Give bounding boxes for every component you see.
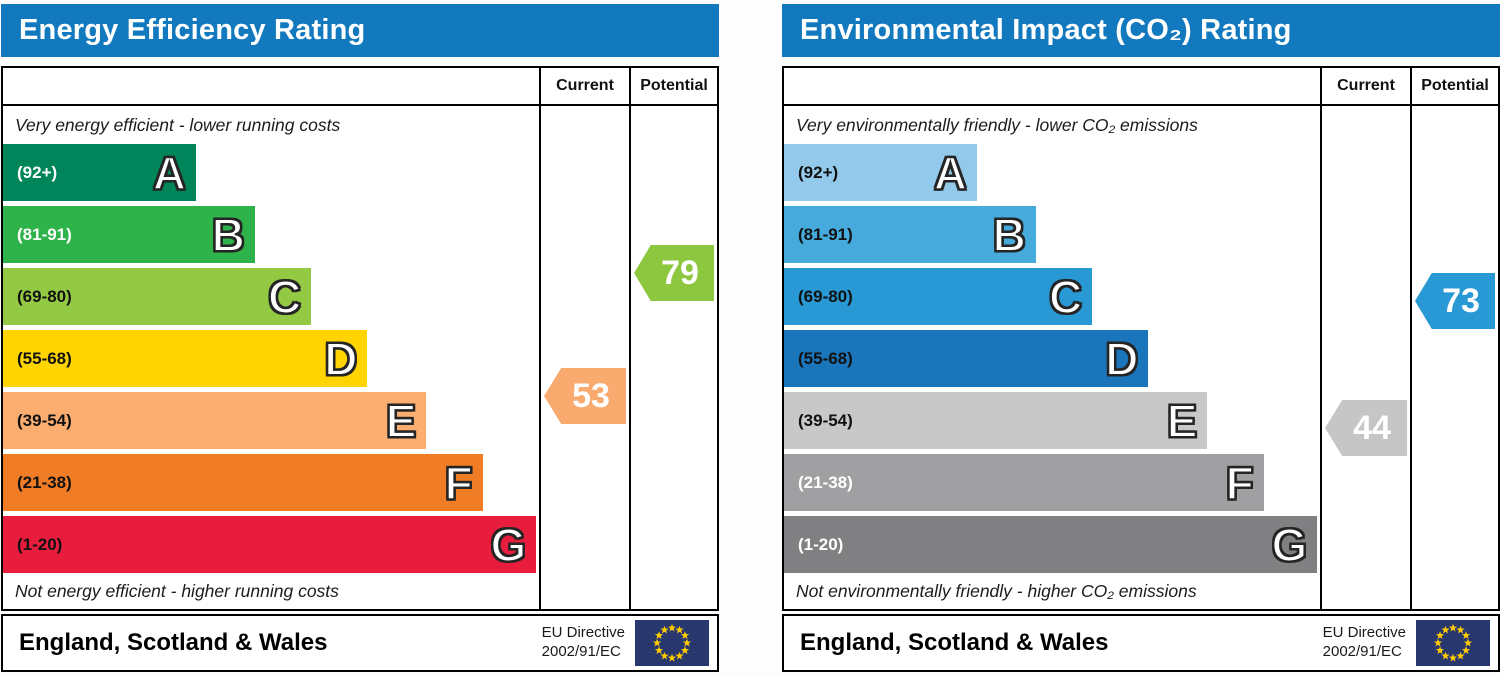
band-a: (92+) A [784,144,977,201]
eu-flag-icon [1416,620,1490,666]
band-range-label: (1-20) [17,534,63,554]
band-letter: C [267,270,302,323]
eu-directive-label: EU Directive 2002/91/EC [542,624,625,662]
band-b: (81-91) B [3,206,255,263]
current-column-header: Current [1320,68,1410,104]
band-e: (39-54) E [3,392,427,449]
bottom-caption: Not energy efficient - higher running co… [15,580,339,601]
band-letter: C [1048,270,1083,323]
chart-body: Very energy efficient - lower running co… [3,106,717,609]
band-letter: E [1166,394,1199,447]
band-c: (69-80) C [784,268,1093,325]
panel-title-bar: Energy Efficiency Rating [1,4,719,57]
ratings-header-spacer [784,68,1320,104]
band-d: (55-68) D [3,330,368,387]
eu-directive-line2: 2002/91/EC [1322,643,1402,660]
band-letter: D [323,332,358,385]
band-f: (21-38) F [784,454,1264,511]
band-d: (55-68) D [784,330,1149,387]
chart-body: Very environmentally friendly - lower CO… [784,106,1498,609]
band-a: (92+) A [3,144,196,201]
panel-title: Environmental Impact (CO₂) Rating [800,14,1292,46]
potential-rating-value: 79 [661,253,699,292]
current-rating-value: 44 [1353,408,1391,447]
eu-flag-icon [635,620,709,666]
eu-directive-line2: 2002/91/EC [541,643,621,660]
current-column: 53 [539,106,629,609]
panel-title: Energy Efficiency Rating [19,14,366,46]
rating-chart: Current Potential Very energy efficient … [1,66,719,611]
band-range-label: (21-38) [17,472,72,492]
band-range-label: (69-80) [798,286,853,306]
band-c: (69-80) C [3,268,312,325]
band-letter: B [992,208,1027,261]
eu-directive-label: EU Directive 2002/91/EC [1323,624,1406,662]
band-letter: G [490,518,528,571]
band-range-label: (55-68) [17,348,72,368]
current-column-header: Current [539,68,629,104]
energy-efficiency-panel: Energy Efficiency Rating Current Potenti… [1,4,719,672]
band-g: (1-20) G [3,516,537,573]
eu-directive-line1: EU Directive [541,624,625,642]
current-rating-arrow: 44 [1325,400,1407,456]
ratings-column: Very energy efficient - lower running co… [3,106,539,609]
band-range-label: (92+) [798,162,839,182]
ratings-column: Very environmentally friendly - lower CO… [784,106,1320,609]
top-caption: Very energy efficient - lower running co… [15,114,341,135]
band-range-label: (81-91) [798,224,853,244]
ratings-header-spacer [3,68,539,104]
band-letter: D [1104,332,1139,385]
band-b: (81-91) B [784,206,1036,263]
current-rating-value: 53 [572,376,610,415]
band-letter: A [152,146,187,199]
band-letter: F [1225,456,1255,509]
potential-rating-value: 73 [1442,281,1480,320]
band-letter: F [444,456,474,509]
potential-column-header: Potential [629,68,717,104]
band-f: (21-38) F [3,454,483,511]
band-range-label: (21-38) [798,472,853,492]
bands: (92+) A (81-91) B (69-80) C (55-68) D (39-54) E (2… [3,144,539,573]
band-e: (39-54) E [784,392,1208,449]
current-rating-arrow: 53 [544,368,626,424]
potential-column: 73 [1410,106,1498,609]
band-g: (1-20) G [784,516,1318,573]
band-letter: E [385,394,418,447]
potential-rating-arrow: 79 [634,245,714,301]
current-column: 44 [1320,106,1410,609]
band-range-label: (1-20) [798,534,844,554]
band-range-label: (69-80) [17,286,72,306]
bands: (92+) A (81-91) B (69-80) C (55-68) D (39-54) E (2… [784,144,1320,573]
panel-title-bar: Environmental Impact (CO₂) Rating [782,4,1500,57]
band-range-label: (92+) [17,162,58,182]
eu-directive-line1: EU Directive [1322,624,1406,642]
potential-rating-arrow: 73 [1415,273,1495,329]
chart-header-row: Current Potential [784,68,1498,106]
rating-chart: Current Potential Very environmentally f… [782,66,1500,611]
band-range-label: (81-91) [17,224,72,244]
region-label: England, Scotland & Wales [800,629,1109,656]
potential-column-header: Potential [1410,68,1498,104]
chart-header-row: Current Potential [3,68,717,106]
region-label: England, Scotland & Wales [19,629,328,656]
band-range-label: (55-68) [798,348,853,368]
band-letter: B [211,208,246,261]
footer: England, Scotland & Wales EU Directive 2… [782,614,1500,672]
footer: England, Scotland & Wales EU Directive 2… [1,614,719,672]
band-range-label: (39-54) [17,410,72,430]
potential-column: 79 [629,106,717,609]
band-range-label: (39-54) [798,410,853,430]
band-letter: A [933,146,968,199]
band-letter: G [1271,518,1309,571]
bottom-caption: Not environmentally friendly - higher CO… [796,580,1197,601]
environmental-impact-panel: Environmental Impact (CO₂) Rating Curren… [782,4,1500,672]
top-caption: Very environmentally friendly - lower CO… [796,114,1198,135]
